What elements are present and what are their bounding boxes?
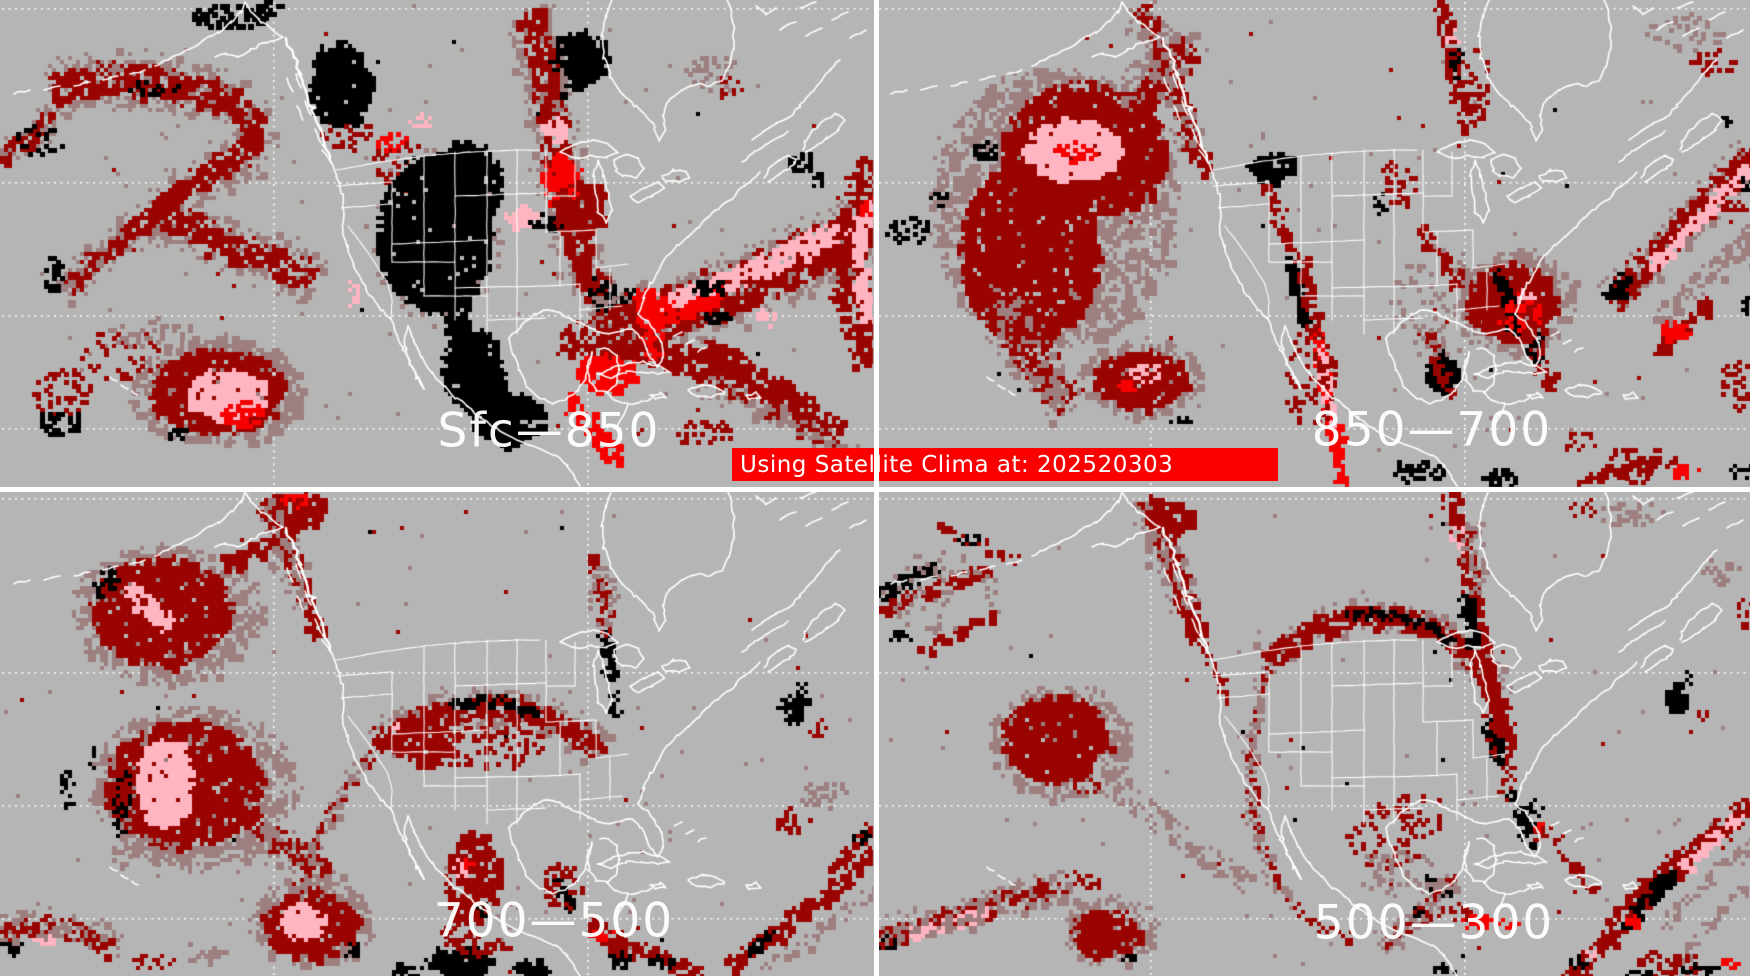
panel-label-700-500: 700—500: [433, 893, 675, 949]
panel-label-850-700: 850—700: [1311, 402, 1553, 458]
quadrant-divider-horizontal: [0, 487, 1750, 492]
panel-label-sfc-850: Sfc—850: [437, 403, 661, 459]
status-banner-text: Using Satellite Clima at: 202520303: [740, 451, 1174, 478]
status-banner: Using Satellite Clima at: 202520303: [732, 448, 1278, 481]
panel-label-500-300: 500—300: [1313, 895, 1555, 951]
